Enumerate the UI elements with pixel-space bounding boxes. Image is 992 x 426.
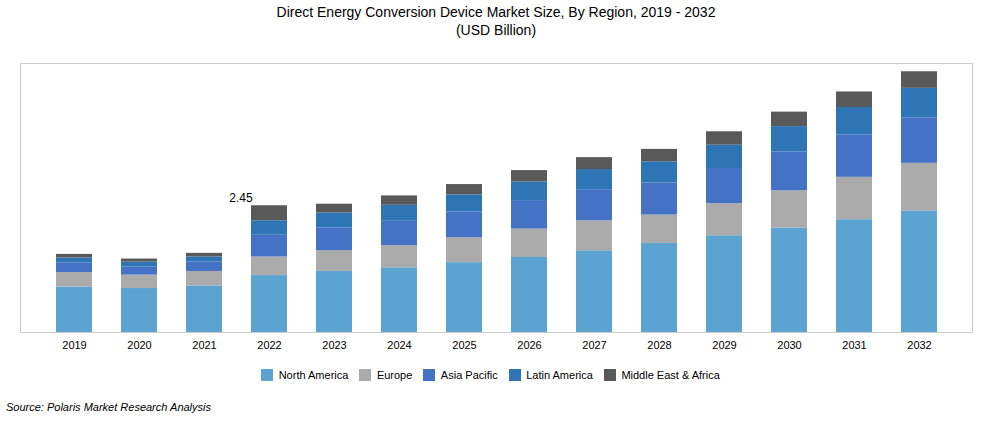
svg-text:2.45: 2.45 [229,191,253,205]
svg-text:2031: 2031 [842,339,866,351]
svg-text:2032: 2032 [907,339,931,351]
svg-text:2027: 2027 [582,339,606,351]
svg-text:2030: 2030 [777,339,801,351]
html-text:Asia Pacific: Asia Pacific [440,368,498,381]
html-text:(USD Billion): (USD Billion) [455,21,537,38]
html-text:North America: North America [278,368,349,381]
svg-text:2024: 2024 [387,339,411,351]
svg-text:2019: 2019 [62,339,86,351]
html-text:Europe: Europe [376,368,413,381]
svg-text:2029: 2029 [712,339,736,351]
html-text:Source: Polaris Market Researc: Source: Polaris Market Research Analysis [6,400,211,413]
svg-text:2020: 2020 [127,339,151,351]
svg-text:2021: 2021 [192,339,216,351]
html-text:Middle East & Africa: Middle East & Africa [621,368,720,381]
html-text:Direct Energy Conversion Devic: Direct Energy Conversion Device Market S… [276,4,716,20]
svg-text:2023: 2023 [322,339,346,351]
svg-text:2022: 2022 [257,339,281,351]
html-text:Latin America: Latin America [526,368,593,381]
svg-text:2025: 2025 [452,339,476,351]
svg-text:2028: 2028 [647,339,671,351]
svg-text:2026: 2026 [517,339,541,351]
